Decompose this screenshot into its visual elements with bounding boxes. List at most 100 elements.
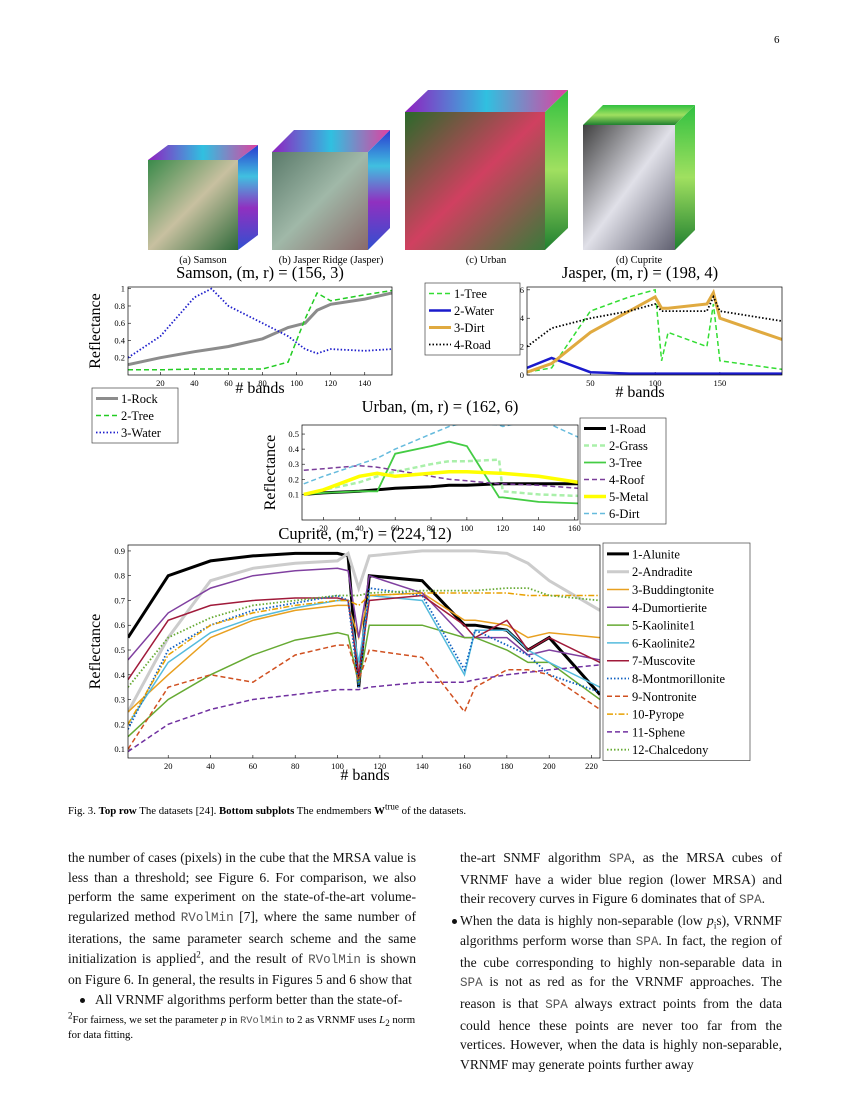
text-text: Fig. 3. — [68, 805, 99, 817]
x-tick-label: 140 — [358, 378, 371, 388]
text-sup: 2 — [196, 948, 201, 959]
bullet-dot — [452, 919, 457, 925]
legend-label: 1-Alunite — [632, 547, 680, 561]
legend-label: 10-Pyrope — [632, 708, 685, 722]
text-text: For fairness, we set the parameter — [72, 1014, 221, 1026]
series-line — [128, 287, 392, 359]
legend-label: 12-Chalcedony — [632, 743, 709, 757]
series-line — [128, 624, 600, 738]
legend-box — [579, 417, 667, 525]
x-tick-label: 120 — [496, 523, 509, 533]
x-axis-label: # bands — [615, 384, 664, 401]
series-line — [303, 469, 578, 497]
text-code: SPA — [635, 934, 659, 949]
chart-title: Jasper, (m, r) = (198, 4) — [562, 263, 718, 282]
x-tick-label: 100 — [290, 378, 303, 388]
x-tick-label: 60 — [249, 761, 258, 771]
legend-label: 6-Dirt — [609, 507, 640, 521]
text-text: . — [761, 891, 766, 907]
bullet: All VRNMF algorithms perform better than… — [80, 990, 416, 1010]
cube-front — [405, 112, 545, 250]
paragraph: the-art SNMF algorithm SPA, as the MRSA … — [460, 848, 782, 911]
x-tick-label: 100 — [649, 378, 662, 388]
text-code: SPA — [608, 852, 632, 866]
text-sub: i — [713, 920, 717, 931]
text-text: is not as red as for the VRNMF approache… — [460, 974, 782, 1011]
series-line — [527, 294, 782, 348]
series-line — [128, 291, 392, 367]
legend-label: 4-Road — [454, 338, 492, 352]
cube-front — [583, 125, 675, 250]
x-tick-label: 200 — [543, 761, 556, 771]
text-bold: W — [374, 805, 385, 817]
text-text: the number of cases (pixels) in the cube… — [68, 850, 416, 925]
x-tick-label: 100 — [461, 523, 474, 533]
legend-label: 2-Tree — [121, 409, 154, 423]
y-tick-label: 0.4 — [114, 335, 125, 345]
page-number: 6 — [774, 34, 780, 46]
x-tick-label: 50 — [586, 378, 595, 388]
legend-box — [602, 542, 751, 761]
text-bold: Bottom subplots — [218, 805, 295, 817]
axes-box — [526, 286, 783, 376]
series-line — [128, 587, 600, 688]
cube-side — [238, 145, 258, 250]
text-text: is shown on Figure 6. In general, the re… — [68, 950, 416, 988]
subcaption: (b) Jasper Ridge (Jasper) — [279, 255, 384, 266]
x-tick-label: 40 — [190, 378, 199, 388]
legend-label: 3-Buddingtonite — [632, 583, 714, 597]
y-tick-label: 0.4 — [288, 444, 299, 454]
x-tick-label: 140 — [416, 761, 429, 771]
x-tick-label: 150 — [713, 378, 726, 388]
cube-top — [583, 105, 695, 125]
y-axis-label: Reflectance — [262, 435, 279, 511]
series-line — [303, 458, 578, 498]
text-code: SPA — [460, 976, 483, 991]
text-text: All VRNMF algorithms perform better than… — [95, 991, 403, 1007]
y-tick-label: 0.7 — [114, 595, 125, 605]
text-text: , as the MRSA cubes of VRNMF have a wide… — [460, 850, 782, 907]
x-tick-label: 220 — [585, 761, 598, 771]
text-text: s), VRNMF algorithms perform worse than — [460, 913, 782, 948]
x-tick-label: 80 — [258, 378, 267, 388]
footnote: 2For fairness, we set the parameter p in… — [68, 1011, 418, 1042]
legend-label: 4-Dumortierite — [632, 601, 707, 615]
text-text: to 2 as VRNMF uses — [283, 1014, 380, 1026]
x-axis-label: # bands — [340, 767, 389, 784]
series-line — [128, 587, 600, 730]
x-tick-label: 40 — [355, 523, 364, 533]
series-line — [128, 664, 600, 753]
cube-urban — [405, 90, 568, 250]
legend-label: 1-Tree — [454, 287, 487, 301]
x-tick-label: 120 — [373, 761, 386, 771]
text-italic: L — [379, 1014, 386, 1026]
legend-box — [424, 282, 521, 356]
x-tick-label: 160 — [568, 523, 581, 533]
cube-top — [272, 130, 390, 152]
series-line — [128, 549, 600, 713]
cube-top — [148, 145, 258, 160]
axes-box — [301, 424, 579, 521]
legend-label: 6-Kaolinite2 — [632, 636, 695, 650]
legend-label: 3-Dirt — [454, 321, 485, 335]
cube-side — [675, 105, 695, 250]
legend-label: 2-Grass — [609, 439, 648, 453]
x-tick-label: 20 — [156, 378, 165, 388]
paragraph: the number of cases (pixels) in the cube… — [68, 848, 416, 990]
legend-label: 2-Andradite — [632, 565, 693, 579]
y-tick-label: 0.2 — [288, 474, 299, 484]
y-tick-label: 0.2 — [114, 353, 125, 363]
text-text: always extract points from the data coul… — [460, 995, 783, 1073]
x-tick-label: 20 — [164, 761, 173, 771]
bullet-dot — [80, 997, 85, 1003]
legend-label: 7-Muscovite — [632, 654, 696, 668]
text-text: norm for data fitting. — [68, 1014, 416, 1041]
text-text: of the datasets. — [398, 805, 467, 817]
x-tick-label: 180 — [500, 761, 513, 771]
text-text: When the data is highly non-separable (l… — [460, 913, 708, 929]
series-line — [303, 440, 578, 505]
text-italic: p — [220, 1014, 227, 1026]
chart-title: Urban, (m, r) = (162, 6) — [362, 397, 519, 416]
figure: (a) Samson (b) Jasper Ridge (Jasper) (c)… — [87, 90, 783, 784]
